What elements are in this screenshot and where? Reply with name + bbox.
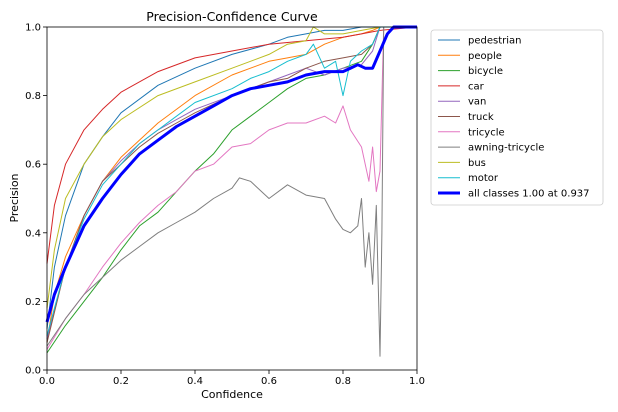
series-line-tricycle — [46, 26, 417, 350]
x-tick-label: 0.0 — [39, 376, 55, 387]
legend-label: motor — [468, 173, 499, 184]
series-line-bus — [46, 26, 417, 309]
legend-label: people — [468, 51, 502, 62]
x-tick-label: 1.0 — [409, 376, 425, 387]
x-tick-label: 0.4 — [187, 376, 203, 387]
legend-label: bicycle — [468, 66, 503, 77]
x-tick-label: 0.2 — [113, 376, 129, 387]
y-tick-label: 0.8 — [25, 91, 41, 102]
y-axis-label: Precision — [8, 173, 21, 222]
legend-label: truck — [468, 112, 494, 123]
x-tick-label: 0.8 — [335, 376, 351, 387]
series-line-bicycle — [46, 26, 417, 354]
legend-label: van — [468, 97, 486, 108]
legend-label: all classes 1.00 at 0.937 — [468, 189, 590, 200]
legend-label: pedestrian — [468, 36, 522, 47]
series-line-awning-tricycle — [46, 26, 417, 357]
y-tick-label: 0.6 — [25, 160, 41, 171]
legend-label: car — [468, 81, 485, 92]
y-tick-label: 0.4 — [25, 228, 41, 239]
x-tick-label: 0.6 — [261, 376, 277, 387]
series-line-car — [46, 26, 418, 264]
series-line-motor — [46, 26, 417, 336]
x-axis-label: Confidence — [201, 388, 263, 401]
series-line-all-classes-1-00-at-0-937 — [45, 25, 417, 323]
legend-label: awning-tricycle — [468, 143, 544, 154]
plot-frame — [46, 26, 418, 371]
legend: pedestrian people bicycle car van truck tricyc… — [430, 29, 604, 206]
legend-box — [430, 29, 604, 206]
series-lines — [45, 25, 418, 357]
y-tick-label: 1.0 — [25, 23, 41, 34]
legend-label: tricycle — [468, 127, 505, 138]
chart-title: Precision-Confidence Curve — [146, 9, 318, 24]
y-tick-label: 0.0 — [25, 366, 41, 377]
legend-label: bus — [468, 158, 486, 169]
axis-ticks: 0.0 0.2 0.4 0.6 0.8 1.0 0.0 0.2 0.4 0.6 0.8 1.0 — [25, 23, 425, 388]
y-tick-label: 0.2 — [25, 297, 41, 308]
